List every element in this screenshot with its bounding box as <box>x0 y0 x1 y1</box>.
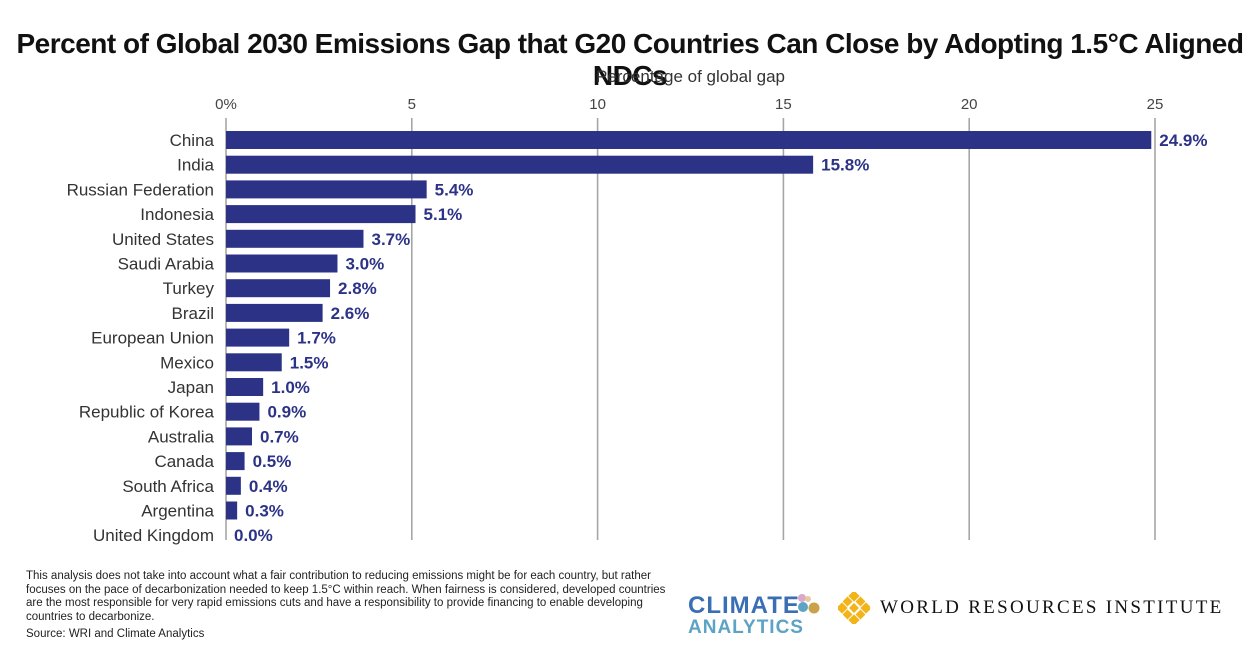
category-label: European Union <box>91 329 214 348</box>
data-label: 1.7% <box>297 329 336 348</box>
x-tick-label: 20 <box>961 96 978 113</box>
bar-mexico <box>226 353 282 372</box>
data-label: 0.9% <box>267 403 306 422</box>
bar-india <box>226 155 814 174</box>
bar-argentina <box>226 501 238 520</box>
category-label: Argentina <box>141 502 214 521</box>
data-label: 0.4% <box>249 477 288 496</box>
category-label: Turkey <box>163 279 215 298</box>
wri-logo-text: WORLD RESOURCES INSTITUTE <box>880 597 1224 618</box>
bar-south-africa <box>226 476 241 495</box>
category-label: Canada <box>154 452 214 471</box>
data-label: 0.3% <box>245 502 284 521</box>
category-label: United States <box>112 230 214 249</box>
category-label: United Kingdom <box>93 526 214 545</box>
bar-canada <box>226 452 245 471</box>
data-label: 0.0% <box>234 526 273 545</box>
category-label: Saudi Arabia <box>118 255 215 274</box>
bar-chart: Percentage of global gap 0% 5 10 15 20 25 Chi… <box>67 67 1208 545</box>
climate-analytics-logo-line1: CLIMATE <box>688 592 800 619</box>
bar-russian-federation <box>226 180 427 199</box>
data-label: 3.0% <box>345 255 384 274</box>
data-label: 1.0% <box>271 378 310 397</box>
x-tick-label: 15 <box>775 96 792 113</box>
category-label: Indonesia <box>140 205 214 224</box>
data-label: 5.1% <box>424 205 463 224</box>
category-label: Australia <box>148 427 215 446</box>
data-label: 0.5% <box>253 452 292 471</box>
wri-emblem-icon <box>838 592 870 624</box>
wri-logo: WORLD RESOURCES INSTITUTE <box>838 592 1224 624</box>
data-label: 15.8% <box>821 156 869 175</box>
data-label: 0.7% <box>260 427 299 446</box>
data-label: 5.4% <box>435 180 474 199</box>
bar-indonesia <box>226 205 416 224</box>
category-label: China <box>170 131 215 150</box>
bar-australia <box>226 427 253 446</box>
category-label: Republic of Korea <box>79 403 215 422</box>
bar-china <box>226 131 1152 149</box>
category-label: India <box>177 156 214 175</box>
globe-icon <box>798 594 820 614</box>
category-label: Mexico <box>160 353 214 372</box>
category-label: Japan <box>168 378 214 397</box>
x-tick-label: 5 <box>408 96 416 113</box>
data-label: 1.5% <box>290 353 329 372</box>
x-tick-label: 10 <box>589 96 606 113</box>
bar-european-union <box>226 328 290 347</box>
footnote: This analysis does not take into account… <box>26 570 666 623</box>
bar-saudi-arabia <box>226 254 338 273</box>
bar-republic-of-korea <box>226 402 260 421</box>
data-label: 3.7% <box>371 230 410 249</box>
data-label: 2.8% <box>338 279 377 298</box>
source-note: Source: WRI and Climate Analytics <box>26 628 205 640</box>
bar-brazil <box>226 303 323 322</box>
x-tick-label: 25 <box>1147 96 1164 113</box>
category-label: South Africa <box>122 477 214 496</box>
data-label: 2.6% <box>331 304 370 323</box>
category-label: Brazil <box>171 304 214 323</box>
climate-analytics-logo-line2: ANALYTICS <box>688 617 804 638</box>
category-label: Russian Federation <box>67 180 214 199</box>
bar-japan <box>226 378 264 396</box>
x-axis-label: Percentage of global gap <box>596 67 785 86</box>
bar-united-states <box>226 229 364 248</box>
chart-title: Percent of Global 2030 Emissions Gap tha… <box>16 28 1244 91</box>
data-label: 24.9% <box>1159 131 1207 150</box>
bar-turkey <box>226 279 331 298</box>
x-tick-label: 0% <box>215 96 237 113</box>
climate-analytics-logo: CLIMATE ANALYTICS <box>688 592 820 638</box>
